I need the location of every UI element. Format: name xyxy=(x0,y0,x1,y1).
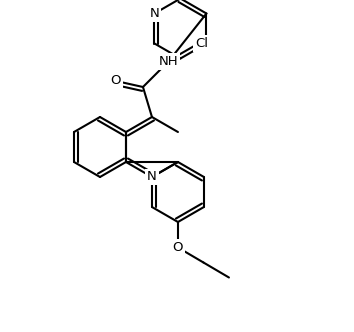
Text: O: O xyxy=(111,74,121,88)
Text: O: O xyxy=(173,241,183,254)
Text: N: N xyxy=(150,7,159,20)
Text: Cl: Cl xyxy=(195,37,208,50)
Text: N: N xyxy=(147,171,157,184)
Text: NH: NH xyxy=(159,55,178,68)
